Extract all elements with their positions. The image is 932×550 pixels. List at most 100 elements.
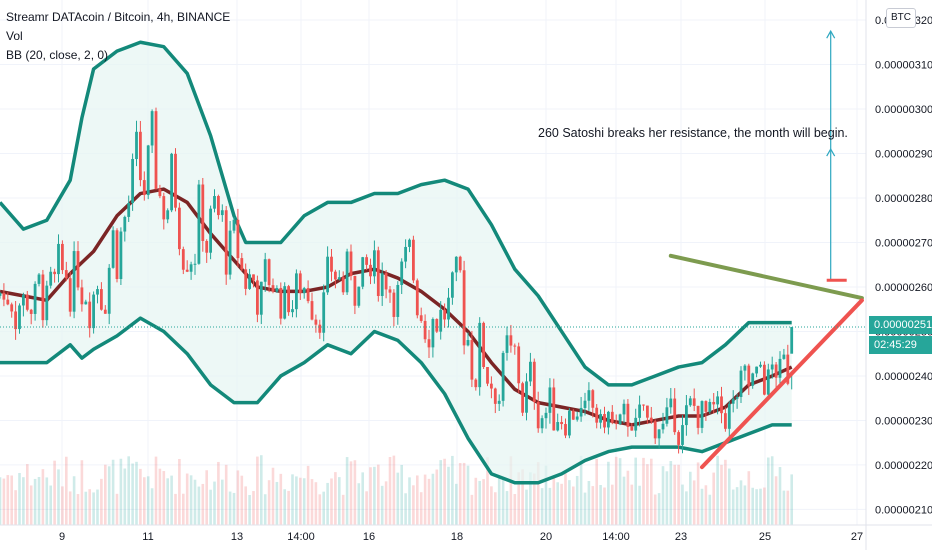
candle-body bbox=[115, 230, 119, 279]
candle-body bbox=[540, 418, 544, 429]
candle-body bbox=[123, 216, 127, 232]
y-tick-label: 0.00000280 bbox=[875, 193, 932, 205]
candle-body bbox=[283, 286, 287, 319]
volume-bar bbox=[767, 457, 770, 525]
volume-bar bbox=[174, 493, 177, 525]
volume-bar bbox=[466, 465, 470, 525]
candle-body bbox=[326, 256, 329, 293]
volume-bar bbox=[661, 466, 665, 525]
y-tick-label: 0.00000270 bbox=[875, 237, 932, 249]
candle-body bbox=[548, 387, 552, 413]
candle-body bbox=[669, 398, 673, 408]
candle-body bbox=[790, 327, 794, 354]
volume-bar bbox=[774, 476, 778, 525]
candle-body bbox=[267, 259, 271, 286]
bb-upper-line bbox=[0, 40, 792, 387]
volume-bar bbox=[361, 472, 364, 525]
volume-bar bbox=[57, 469, 60, 525]
candle-body bbox=[287, 286, 290, 313]
volume-bar bbox=[37, 476, 41, 525]
volume-bar bbox=[548, 487, 552, 525]
x-tick-label: 14:00 bbox=[287, 531, 315, 543]
candle-body bbox=[369, 264, 372, 277]
volume-bar bbox=[107, 466, 111, 525]
volume-bar bbox=[182, 493, 185, 525]
volume-bar bbox=[435, 469, 439, 525]
candle-body bbox=[2, 292, 6, 300]
candle-body bbox=[193, 263, 197, 265]
volume-bar bbox=[579, 455, 583, 525]
candle-body bbox=[178, 207, 181, 250]
candle-body bbox=[88, 301, 92, 329]
candle-body bbox=[162, 196, 166, 220]
candle-body bbox=[57, 243, 60, 275]
candle-body bbox=[747, 365, 751, 386]
candle-body bbox=[92, 294, 95, 329]
candle-body bbox=[653, 421, 657, 439]
candle-body bbox=[564, 424, 567, 436]
volume-bar bbox=[228, 491, 232, 525]
volume-bar bbox=[751, 487, 754, 525]
y-tick-label: 0.00000310 bbox=[875, 60, 932, 72]
candle-body bbox=[759, 364, 762, 367]
candle-body bbox=[505, 335, 509, 353]
volume-bar bbox=[653, 494, 657, 525]
candle-body bbox=[552, 387, 556, 431]
candle-body bbox=[6, 299, 10, 305]
price-axis[interactable]: 0.000003200.000003100.000003000.00000290… bbox=[865, 0, 932, 550]
volume-bar bbox=[392, 455, 396, 525]
candle-body bbox=[228, 230, 232, 275]
candle-body bbox=[33, 283, 37, 314]
candle-body bbox=[614, 422, 618, 424]
candle-body bbox=[415, 280, 419, 316]
candle-body bbox=[127, 203, 131, 217]
candle-body bbox=[587, 390, 591, 401]
volume-bar bbox=[720, 464, 723, 525]
annotation-text[interactable]: 260 Satoshi breaks her resistance, the m… bbox=[538, 126, 848, 140]
candle-body bbox=[755, 366, 758, 374]
candle-body bbox=[727, 403, 731, 429]
bb-indicator-label[interactable]: BB (20, close, 2, 0) bbox=[6, 48, 109, 62]
volume-bar bbox=[603, 487, 606, 525]
candle-body bbox=[306, 288, 310, 302]
volume-bar bbox=[123, 468, 127, 525]
volume-bar bbox=[45, 477, 49, 525]
candle-body bbox=[181, 249, 185, 270]
candle-body bbox=[252, 274, 255, 281]
candle-body bbox=[240, 258, 244, 270]
volume-bar bbox=[747, 471, 751, 525]
candle-body bbox=[213, 196, 216, 209]
candle-body bbox=[61, 243, 64, 271]
volume-bar bbox=[439, 460, 442, 525]
volume-bar bbox=[127, 456, 130, 525]
time-axis[interactable]: 9 11 13 14:00 16 18 20 14:00 23 25 27 bbox=[0, 524, 932, 543]
volume-bar bbox=[357, 483, 361, 525]
candle-body bbox=[618, 414, 622, 424]
candle-body bbox=[681, 425, 684, 445]
volume-bar bbox=[154, 456, 158, 525]
volume-bar bbox=[614, 456, 618, 525]
volume-bar bbox=[193, 479, 197, 525]
volume-bar bbox=[412, 485, 415, 525]
volume-bar bbox=[221, 479, 224, 525]
volume-bar bbox=[388, 457, 392, 525]
resistance-trendline bbox=[668, 253, 864, 301]
candle-body bbox=[384, 273, 388, 290]
volume-bar bbox=[716, 455, 719, 525]
vol-indicator-label[interactable]: Vol bbox=[6, 29, 23, 43]
volume-bar bbox=[408, 477, 411, 525]
x-tick-label: 23 bbox=[675, 531, 687, 543]
candle-body bbox=[529, 361, 532, 382]
volume-bar bbox=[22, 477, 25, 525]
volume-bar bbox=[49, 485, 52, 525]
currency-button[interactable]: BTC bbox=[886, 8, 916, 28]
volume-bar bbox=[728, 468, 731, 525]
candle-body bbox=[763, 364, 766, 395]
volume-bar bbox=[150, 488, 154, 525]
candle-body bbox=[454, 256, 458, 273]
candle-body bbox=[72, 251, 76, 312]
candle-body bbox=[361, 257, 365, 287]
candle-body bbox=[536, 401, 540, 429]
symbol-title[interactable]: Streamr DATAcoin / Bitcoin, 4h, BINANCE bbox=[6, 10, 231, 24]
